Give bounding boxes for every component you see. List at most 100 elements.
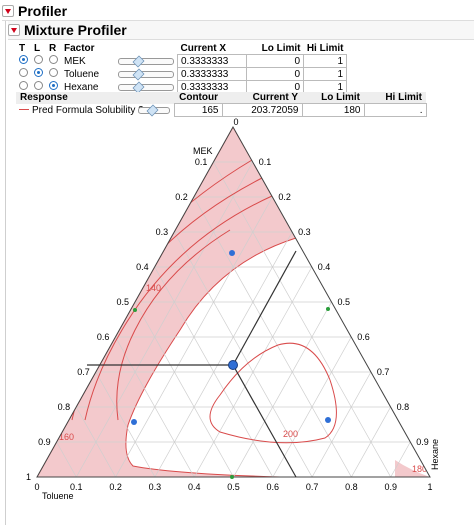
factor-name: MEK xyxy=(64,55,86,67)
grid-line xyxy=(154,231,293,477)
design-point xyxy=(131,419,137,425)
tick-label: 0.1 xyxy=(195,157,208,167)
red-triangle-menu-icon[interactable] xyxy=(2,5,14,17)
grid-line xyxy=(75,406,116,477)
tick-label: 0.6 xyxy=(357,332,370,342)
tick-label: 0.2 xyxy=(109,482,122,492)
edge-midpoint-marker xyxy=(230,475,234,479)
vertex-label-mek: MEK xyxy=(193,146,213,156)
tick-label: 0.3 xyxy=(149,482,162,492)
tick-label: 0.4 xyxy=(188,482,201,492)
crosshair-hexane-line xyxy=(232,364,297,478)
contour-slider[interactable] xyxy=(138,104,170,116)
slider-knob[interactable] xyxy=(132,68,145,80)
tick-label: 0.8 xyxy=(58,402,71,412)
hi-limit-field[interactable]: 1 xyxy=(303,54,347,68)
contour-legend-line xyxy=(19,109,29,111)
lo-limit-field[interactable]: 180 xyxy=(301,103,365,117)
grid-line xyxy=(390,441,411,477)
col-t: T xyxy=(19,42,26,54)
factor-name: Hexane xyxy=(64,81,99,93)
lo-limit-field[interactable]: 0 xyxy=(246,80,304,94)
col-current-x: Current X xyxy=(180,42,227,54)
tick-label: 0.2 xyxy=(175,192,188,202)
radio-top-toluene[interactable] xyxy=(19,68,28,77)
vertex-label-hexane: Hexane xyxy=(430,439,440,470)
mixture-profiler-outline-header[interactable]: Mixture Profiler xyxy=(8,21,474,40)
col-factor: Factor xyxy=(64,42,95,54)
contour-label: 200 xyxy=(283,429,298,439)
grid-line xyxy=(134,301,234,477)
factor-name: Toluene xyxy=(64,68,100,80)
slider-knob[interactable] xyxy=(146,104,159,116)
current-x-field[interactable]: 0.3333333 xyxy=(177,80,247,94)
factor-row-toluene: Toluene 0.3333333 0 1 xyxy=(16,67,347,81)
grid-line xyxy=(173,231,313,477)
contour-label: 160 xyxy=(59,432,74,442)
factor-slider-mek[interactable] xyxy=(118,55,174,67)
hi-limit-field[interactable]: 1 xyxy=(303,80,347,94)
tick-label: 0.9 xyxy=(416,437,429,447)
tick-label: 0.3 xyxy=(298,227,311,237)
factor-slider-hexane[interactable] xyxy=(118,81,174,93)
tick-label: 0.2 xyxy=(278,192,291,202)
axis-tick-labels: 0 0.1 0.2 0.3 0.4 0.5 0.6 0.7 0.8 0.9 1 0.1 0.2 0.3 0.… xyxy=(26,118,433,492)
radio-right-mek[interactable] xyxy=(49,55,58,64)
profiler-title: Profiler xyxy=(18,3,68,19)
response-name: Pred Formula Solubility 2 xyxy=(32,104,144,116)
col-response: Response xyxy=(20,92,68,104)
profiler-outline-header[interactable]: Profiler xyxy=(2,2,474,21)
current-x-field[interactable]: 0.3333333 xyxy=(177,54,247,68)
edge-midpoint-marker xyxy=(326,307,330,311)
red-triangle-menu-icon[interactable] xyxy=(8,24,20,36)
ternary-plot[interactable]: 140 160 200 180 0 0.1 0.2 0.3 0.4 0.5 0.6 0.7 0.8 0.… xyxy=(0,118,474,527)
radio-left-mek[interactable] xyxy=(34,55,43,64)
vertex-label-toluene: Toluene xyxy=(42,491,74,501)
factor-slider-toluene[interactable] xyxy=(118,68,174,80)
col-hi-limit: Hi Limit xyxy=(306,42,344,54)
col-current-y: Current Y xyxy=(252,92,298,103)
grid-line xyxy=(56,441,77,477)
tick-label: 0.7 xyxy=(306,482,319,492)
contour-field[interactable]: 165 xyxy=(173,103,223,117)
radio-left-toluene[interactable] xyxy=(34,68,43,77)
tick-label: 0.4 xyxy=(318,262,331,272)
hi-limit-field[interactable]: . xyxy=(363,103,427,117)
design-point xyxy=(229,250,235,256)
contour-line xyxy=(84,195,273,421)
grid-line xyxy=(272,336,352,477)
radio-left-hexane[interactable] xyxy=(34,81,43,90)
tick-label: 0.9 xyxy=(384,482,397,492)
hi-limit-field[interactable]: 1 xyxy=(303,67,347,81)
tick-label: 0.3 xyxy=(156,227,169,237)
edge-midpoint-marker xyxy=(133,308,137,312)
radio-right-toluene[interactable] xyxy=(49,68,58,77)
col-slider xyxy=(109,42,178,55)
current-x-field[interactable]: 0.3333333 xyxy=(177,67,247,81)
contour-label: 180 xyxy=(412,464,427,474)
col-r: R xyxy=(49,42,57,54)
tick-label: 0.4 xyxy=(136,262,149,272)
radio-right-hexane[interactable] xyxy=(49,81,58,90)
tick-label: 0.8 xyxy=(345,482,358,492)
tick-label: 0.5 xyxy=(116,297,129,307)
radio-top-mek[interactable] xyxy=(19,55,28,64)
col-l: L xyxy=(34,42,41,54)
ternary-grid xyxy=(56,161,411,477)
current-y-value: 203.72059 xyxy=(221,103,303,117)
tick-label: 1 xyxy=(427,482,432,492)
col-lo-limit: Lo Limit xyxy=(321,92,360,103)
radio-top-hexane[interactable] xyxy=(19,81,28,90)
tick-label: 0.8 xyxy=(397,402,410,412)
tick-label: 0.5 xyxy=(227,482,240,492)
design-point xyxy=(325,417,331,423)
crosshair[interactable] xyxy=(87,250,297,478)
factor-table: T L R Factor Current X Lo Limit Hi Limit… xyxy=(16,42,347,94)
current-point-handle[interactable] xyxy=(228,360,238,370)
crosshair-mek-line xyxy=(232,250,297,366)
response-table: Response Contour Current Y Lo Limit Hi L… xyxy=(16,92,427,117)
lo-limit-field[interactable]: 0 xyxy=(246,54,304,68)
lo-limit-field[interactable]: 0 xyxy=(246,67,304,81)
contour-line xyxy=(116,229,231,421)
slider-knob[interactable] xyxy=(132,55,145,67)
